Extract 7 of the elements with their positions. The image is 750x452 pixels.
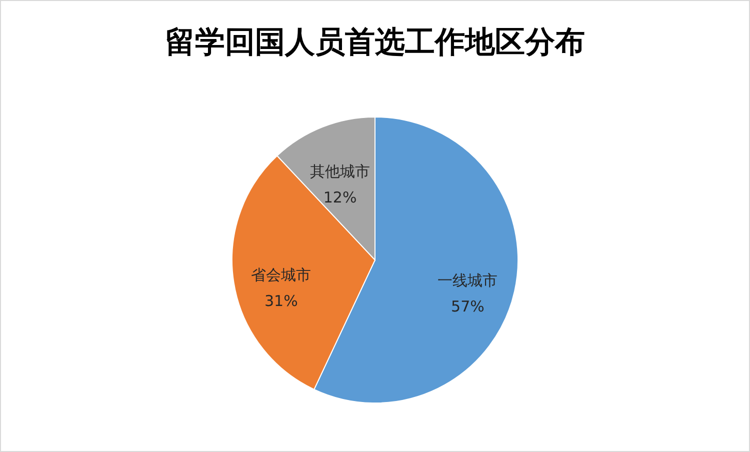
slice-label: 其他城市 — [310, 162, 370, 181]
slice-label: 省会城市 — [251, 266, 312, 284]
data-label: 31% — [264, 292, 298, 310]
data-label: 57% — [451, 298, 484, 316]
data-label: 12% — [323, 188, 357, 207]
slice-label: 一线城市 — [438, 272, 498, 290]
chart-title: 留学回国人员首选工作地区分布 — [165, 25, 585, 60]
